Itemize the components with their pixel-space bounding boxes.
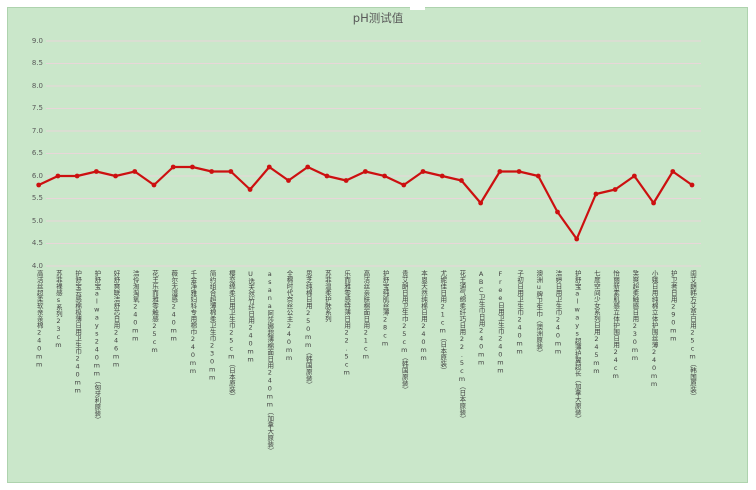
y-axis-tick-label: 9.0	[31, 36, 43, 45]
data-point-marker	[535, 173, 541, 179]
x-axis-category-label: 苏菲裸感s系列23cm	[54, 270, 63, 349]
x-axis-category-label: 乐而雅零感特薄日用22.5cm	[342, 270, 351, 377]
x-axis-category-label: 高洁丝超柔软亲亲棉240mm	[35, 270, 44, 369]
data-point-marker	[132, 169, 138, 174]
data-point-marker	[362, 169, 368, 174]
x-axis-category-label: 澳洲u牌卫生巾（澳洲原装）	[534, 270, 543, 356]
data-point-marker	[420, 169, 426, 174]
x-axis-category-label: 小娥日用纯棉立体护围丝薄240mm	[650, 270, 659, 388]
data-point-marker	[170, 164, 176, 170]
data-point-marker	[36, 182, 42, 188]
y-axis-tick-label: 5.0	[31, 216, 43, 225]
data-point-marker	[305, 164, 311, 170]
data-point-marker	[439, 173, 445, 179]
x-axis-category-label: 花王乐而雅零触感25cm	[150, 270, 159, 354]
data-point-marker	[93, 169, 99, 174]
gridlines	[46, 40, 701, 267]
y-axis-tick-label: 5.5	[31, 194, 43, 202]
data-point-marker	[286, 178, 291, 183]
data-point-marker	[151, 182, 157, 188]
x-axis-category-label: 贵艾朗日用卫生巾25cm（韩国原装）	[400, 270, 409, 393]
data-point-marker	[631, 173, 637, 179]
x-axis-category-label: 苏菲温柔护肤系列	[323, 270, 332, 322]
ph-series	[36, 164, 695, 242]
x-axis-category-label: 护舒宝always240mm（匈牙利原装）	[92, 270, 101, 423]
y-axis-tick-label: 6.0	[31, 171, 43, 180]
ph-series-line	[37, 165, 694, 241]
y-axis-tick-label: 7.5	[31, 104, 43, 112]
y-axis-tick-label: 4.0	[31, 261, 43, 270]
x-axis-category-label: 七度空间少女系列日用245mm	[592, 270, 601, 375]
x-axis-category-label: 闺艾朗韩方艾草日用25cm（韩国原装）	[688, 270, 697, 400]
x-axis-category-label: 护卫者日用290mm	[669, 270, 678, 343]
data-point-marker	[190, 164, 195, 170]
data-point-marker	[228, 169, 234, 174]
data-point-marker	[689, 182, 695, 188]
y-axis-tick-label: 8.5	[31, 59, 43, 67]
data-point-marker	[343, 178, 349, 183]
data-point-marker	[497, 169, 503, 174]
data-point-marker	[113, 173, 118, 179]
y-axis-tick-label: 8.0	[31, 81, 43, 90]
data-point-marker	[612, 187, 618, 192]
data-point-marker	[266, 164, 272, 170]
x-axis-category-label: asana阿莎娜超薄棉面日用240mm（加拿大原装）	[265, 270, 274, 454]
x-axis-category-label: 全棉时代奈丝公主240mm	[284, 270, 293, 362]
x-axis-category-label: 好舒爽联洁舒芯日用246mm	[112, 270, 121, 369]
chart-title: pH测试值	[352, 11, 404, 25]
data-point-marker	[555, 209, 560, 215]
x-axis-category-label: 护舒宝云感棉极薄日用卫生巾240mm	[73, 270, 82, 395]
data-point-marker	[478, 200, 484, 206]
data-point-marker	[516, 169, 522, 174]
x-axis-category-label: 薇尔无湿感240mm	[169, 270, 178, 343]
data-point-marker	[574, 236, 580, 242]
x-axis-category-label: Free日用卫生巾240mm	[496, 270, 505, 375]
x-axis-category-label: 思芝纯棉日用250mm（韩国原装）	[304, 270, 313, 388]
data-point-marker	[382, 173, 387, 179]
data-point-marker	[651, 200, 656, 206]
data-point-marker	[324, 173, 330, 179]
x-axis-category-label: 笑爽超柔触感日用230mm	[630, 270, 639, 362]
x-axis-category-label: 洁伶淘淘氧240mm	[131, 270, 140, 343]
data-point-marker	[247, 187, 253, 192]
x-axis-category-label: 高洁丝亲肤棉面日用21cm	[361, 270, 370, 361]
x-axis-category-label: 本恩天然纯棉日用240mm	[419, 270, 428, 362]
y-axis-tick-label: 4.5	[31, 239, 43, 247]
x-axis-category-label: ABC卫生巾日用240mm	[477, 270, 486, 367]
x-axis-category-label: 樱恋绵柔日用卫生巾25cm（日本原装）	[227, 270, 236, 400]
x-axis-category-label: 千金净雅妇科专用棉巾240mm	[188, 270, 197, 375]
x-axis-category-label: 简约组合超薄棉柔卫生巾230mm	[208, 270, 217, 382]
data-point-marker	[593, 191, 599, 197]
y-axis-tick-label: 7.0	[31, 126, 43, 135]
x-axis-category-label: 护舒宝纯肌丝薄28cm	[381, 270, 390, 348]
data-point-marker	[55, 173, 61, 179]
x-axis-category-label: 花王通气绵柔纤巧日用22.5cm（日本原装）	[457, 270, 466, 422]
data-point-marker	[670, 169, 676, 174]
x-axis-category-label: 护舒宝always超薄护翼超长（加拿大原装）	[573, 270, 582, 422]
x-axis-category-label: 子初日用卫生巾240mm	[515, 270, 524, 356]
x-axis-category-label: U选天然竹纤日用240mm	[246, 270, 255, 364]
data-point-marker	[74, 173, 80, 179]
x-axis-category-label: 洁婷日用卫生巾240mm	[554, 270, 562, 356]
data-point-marker	[209, 169, 215, 174]
x-axis-category-label: 尤妮佳日用21cm（日本原装）	[438, 270, 447, 374]
data-point-marker	[459, 178, 464, 183]
x-axis-category-label: 怡丽新素肌感立体护围日用24cm	[611, 270, 620, 380]
y-axis-tick-label: 6.5	[31, 149, 43, 157]
data-point-marker	[401, 182, 407, 188]
top-notch	[410, 0, 425, 10]
